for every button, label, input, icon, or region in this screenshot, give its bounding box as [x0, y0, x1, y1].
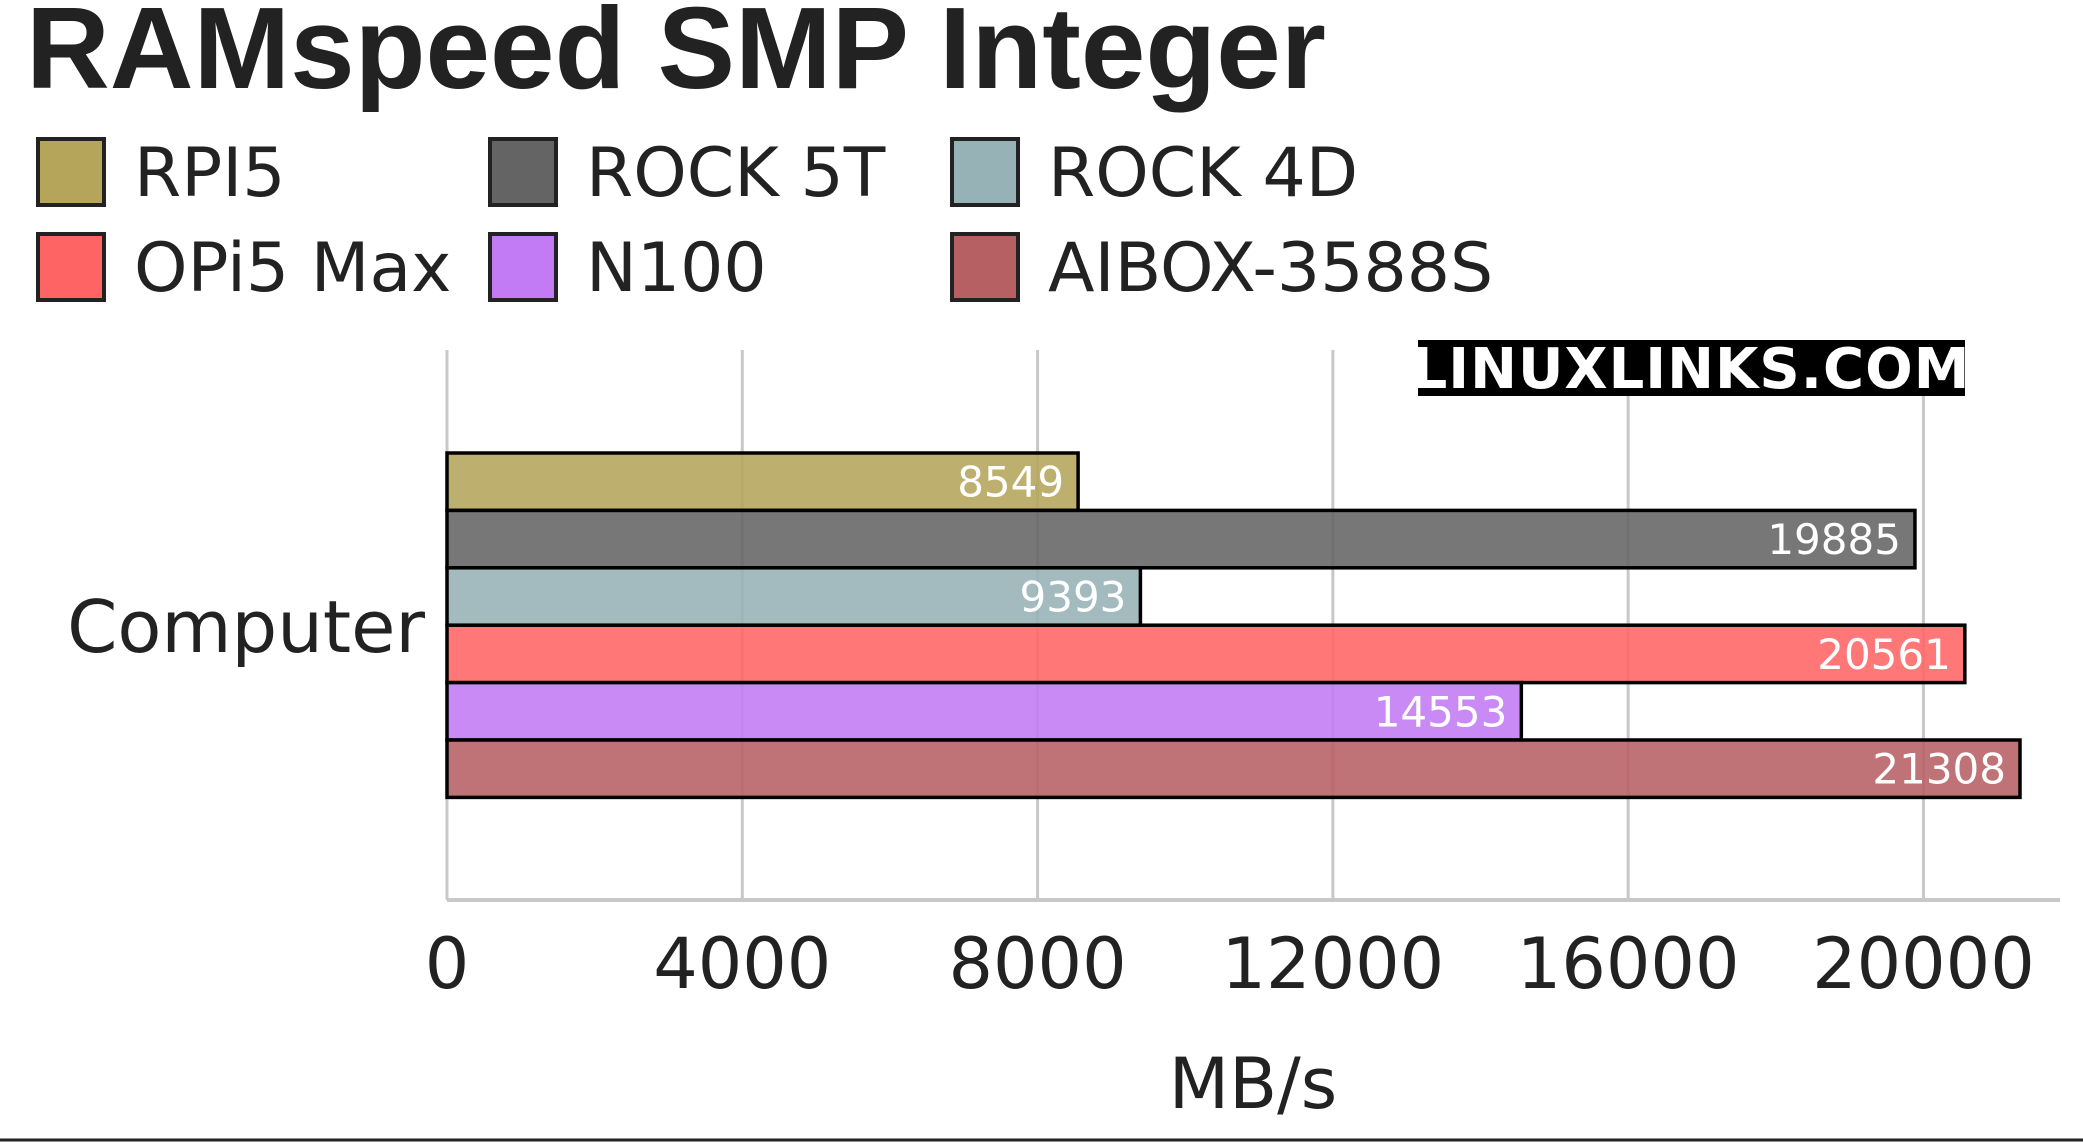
legend-swatch: [950, 137, 1020, 207]
bar: [445, 738, 2022, 800]
legend-swatch: [488, 137, 558, 207]
x-tick-label: 4000: [653, 923, 831, 1005]
legend-swatch: [488, 232, 558, 302]
legend-swatch: [36, 232, 106, 302]
bar-value-label: 21308: [1872, 745, 2006, 794]
legend-swatch: [36, 137, 106, 207]
x-axis: 0 4000 8000 12000 16000 20000: [425, 898, 2060, 1005]
bar-value-label: 19885: [1767, 515, 1901, 564]
watermark-background: [1418, 340, 1965, 396]
bar-value-label: 14553: [1374, 687, 1508, 736]
x-axis-label: MB/s: [1169, 1043, 1337, 1125]
watermark-text: LINUXLINKS.COM: [1412, 337, 1971, 402]
legend: RPI5 ROCK 5T ROCK 4D OPi5 Max N100 AIBOX-3588…: [36, 134, 1493, 308]
x-tick-label: 12000: [1222, 923, 1445, 1005]
watermark: LINUXLINKS.COM: [1412, 337, 1971, 402]
legend-label: N100: [586, 229, 767, 308]
bar-value-label: 8549: [957, 458, 1064, 507]
category-label: Computer: [67, 585, 425, 669]
legend-label: ROCK 4D: [1048, 134, 1358, 213]
legend-swatch: [950, 232, 1020, 302]
bar: [445, 508, 1917, 570]
chart-title: RAMspeed SMP Integer: [26, 0, 1326, 113]
legend-label: AIBOX-3588S: [1048, 229, 1493, 308]
bar-value-label: 20561: [1817, 630, 1951, 679]
legend-label: ROCK 5T: [586, 134, 886, 213]
legend-label: OPi5 Max: [134, 229, 451, 308]
legend-label: RPI5: [134, 134, 286, 213]
bar: [445, 566, 1143, 627]
bar: [445, 623, 1967, 685]
bar: [445, 680, 1524, 742]
x-tick-label: 20000: [1812, 923, 2035, 1005]
x-tick-label: 8000: [948, 923, 1126, 1005]
bars: 8549 19885 9393 20561 14553 21308: [445, 451, 2022, 800]
x-tick-label: 16000: [1517, 923, 1740, 1005]
bar-value-label: 9393: [1020, 573, 1127, 622]
x-tick-label: 0: [425, 923, 470, 1005]
